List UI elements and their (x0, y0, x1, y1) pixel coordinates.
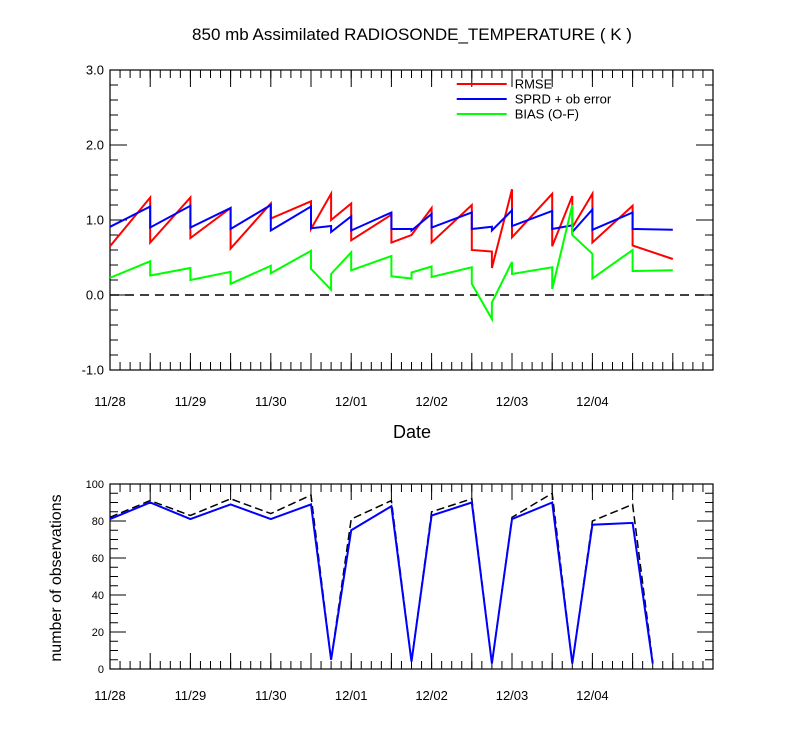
y-tick-label: 80 (92, 516, 104, 528)
x-tick-label: 12/03 (496, 688, 529, 703)
x-tick-label: 11/29 (175, 688, 207, 703)
y-tick-label: 2.0 (86, 138, 104, 153)
series-line-sprd-ob-error (109, 203, 673, 235)
x-tick-label: 11/29 (175, 394, 207, 409)
y-tick-label: 0 (98, 664, 104, 676)
x-tick-label: 11/30 (255, 688, 287, 703)
y-tick-label: 20 (92, 627, 104, 639)
y-tick-label: 40 (92, 590, 104, 602)
x-tick-label: 12/03 (496, 394, 529, 409)
plot-frame (109, 69, 714, 371)
x-tick-label: 12/02 (415, 688, 448, 703)
y-tick-label: 60 (92, 553, 104, 565)
chart-title: 850 mb Assimilated RADIOSONDE_TEMPERATUR… (192, 25, 632, 44)
x-axis-label: Date (393, 422, 431, 442)
x-tick-label: 11/28 (94, 688, 126, 703)
y-tick-label: 3.0 (86, 63, 104, 78)
x-tick-label: 12/01 (335, 394, 368, 409)
y-tick-label: -1.0 (82, 363, 104, 378)
x-tick-label: 11/28 (94, 394, 126, 409)
legend-label: RMSE (515, 77, 553, 92)
series-line-solid-1 (109, 501, 654, 664)
x-tick-label: 12/04 (576, 394, 609, 409)
y-tick-label: 1.0 (86, 213, 104, 228)
bottom-plot: 0 20 40 60 80 100 11/28 11/29 11/30 12/01 12/02 12/… (86, 479, 714, 703)
x-tick-label: 12/02 (415, 394, 448, 409)
x-tick-label: 11/30 (255, 394, 287, 409)
y-tick-label: 0.0 (86, 288, 104, 303)
x-tick-label: 12/01 (335, 688, 368, 703)
legend-label: BIAS (O-F) (515, 107, 579, 122)
y-axis-label-bottom: number of observations (48, 494, 65, 661)
x-tick-label: 12/04 (576, 688, 609, 703)
series-line-bias-o-f (109, 204, 673, 323)
legend-label: SPRD + ob error (515, 92, 612, 107)
y-tick-label: 100 (86, 479, 104, 491)
top-plot: -1.0 0.0 1.0 2.0 3.0 11/28 11/29 11/30 12/01 12/0… (82, 63, 714, 409)
